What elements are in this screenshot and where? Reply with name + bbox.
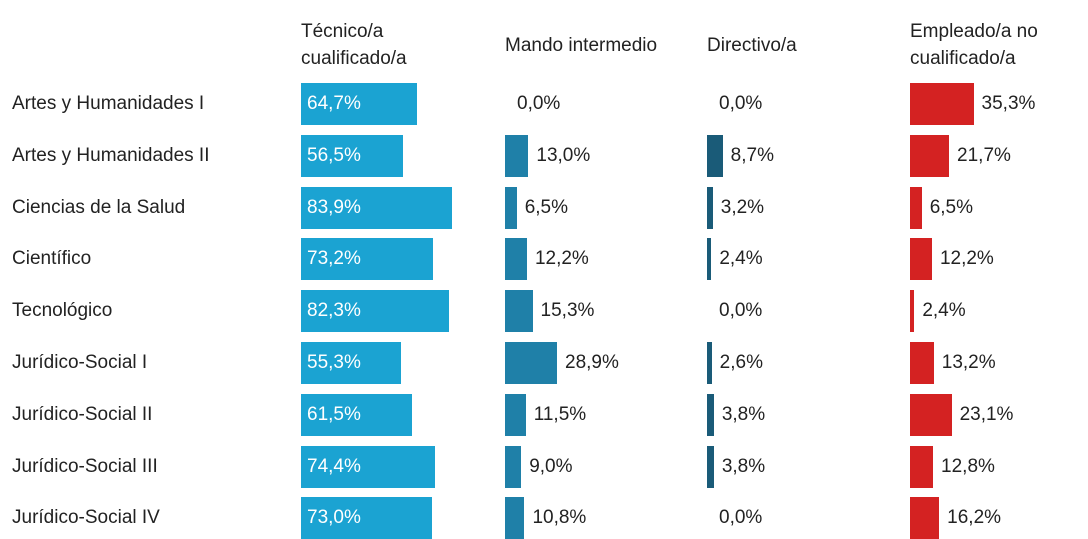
bar [301,83,418,125]
value-label: 0,0% [719,300,763,322]
value-label: 82,3% [307,300,361,322]
bar [301,497,433,539]
bar [707,238,712,281]
value-label: 16,2% [947,507,1002,529]
value-label: 3,8% [721,403,766,425]
bar [707,445,714,488]
bar [910,445,934,488]
value-label: 12,2% [939,248,994,270]
bar [707,342,712,384]
value-label: 73,0% [307,507,361,529]
value-label: 11,5% [533,403,587,425]
bar [301,238,433,281]
bar [910,342,934,384]
bar [505,290,533,333]
value-label: 12,2% [534,248,589,270]
bar [910,393,952,436]
value-label: 2,6% [719,352,763,373]
value-label: 2,4% [922,300,966,322]
value-label: 15,3% [540,300,595,322]
value-label: 61,5% [307,403,361,425]
value-label: 23,1% [959,403,1014,425]
value-label: 3,8% [721,455,766,477]
value-label: 28,9% [565,352,619,373]
bar [707,393,714,436]
bar [301,290,450,333]
bar [505,393,526,436]
value-label: 2,4% [719,248,763,270]
value-label: 10,8% [532,507,587,529]
row-label: Artes y Humanidades I [12,93,205,114]
bar [707,134,723,177]
row-label: Jurídico-Social II [12,403,153,425]
bar [910,290,915,333]
bar [505,497,525,539]
bar [910,186,922,229]
row-label: Científico [12,248,92,270]
bar [505,238,527,281]
value-label: 12,8% [941,455,995,477]
value-label: 83,9% [307,196,361,218]
bar [910,134,950,177]
bar [707,186,713,229]
value-label: 64,7% [307,93,361,114]
row-label: Tecnológico [12,300,113,322]
value-label: 0,0% [719,93,763,114]
value-label: 3,2% [720,196,765,218]
row-label: Jurídico-Social IV [12,507,160,529]
value-label: 55,3% [307,352,361,373]
value-label: 6,5% [524,196,568,218]
row-label: Jurídico-Social I [12,352,148,373]
value-label: 0,0% [517,93,561,114]
row-label: Jurídico-Social III [12,455,158,477]
bar [505,186,517,229]
column-header: Empleado/a no cualificado/a [910,21,1038,69]
bar [301,134,403,177]
value-label: 21,7% [957,144,1011,166]
row-label: Ciencias de la Salud [12,196,186,218]
bar [505,134,529,177]
value-label: 56,5% [307,144,361,166]
bar [910,497,940,539]
value-label: 9,0% [529,455,573,477]
value-label: 6,5% [929,196,973,218]
column-header: Directivo/a [707,34,797,56]
column-header: Técnico/a cualificado/a [301,21,407,69]
column-header: Mando intermedio [505,34,658,56]
value-label: 35,3% [981,93,1036,114]
value-label: 74,4% [307,455,361,477]
bar [301,393,412,436]
row-label: Artes y Humanidades II [12,144,210,166]
value-label: 0,0% [719,507,763,529]
value-label: 13,2% [941,352,996,373]
value-label: 8,7% [730,144,774,166]
bar [505,342,558,384]
bar [301,186,453,229]
bar [301,445,435,488]
bar [910,83,974,125]
bar [505,445,522,488]
value-label: 13,0% [536,144,591,166]
value-label: 73,2% [307,248,361,270]
bar [910,238,932,281]
bar [301,342,401,384]
